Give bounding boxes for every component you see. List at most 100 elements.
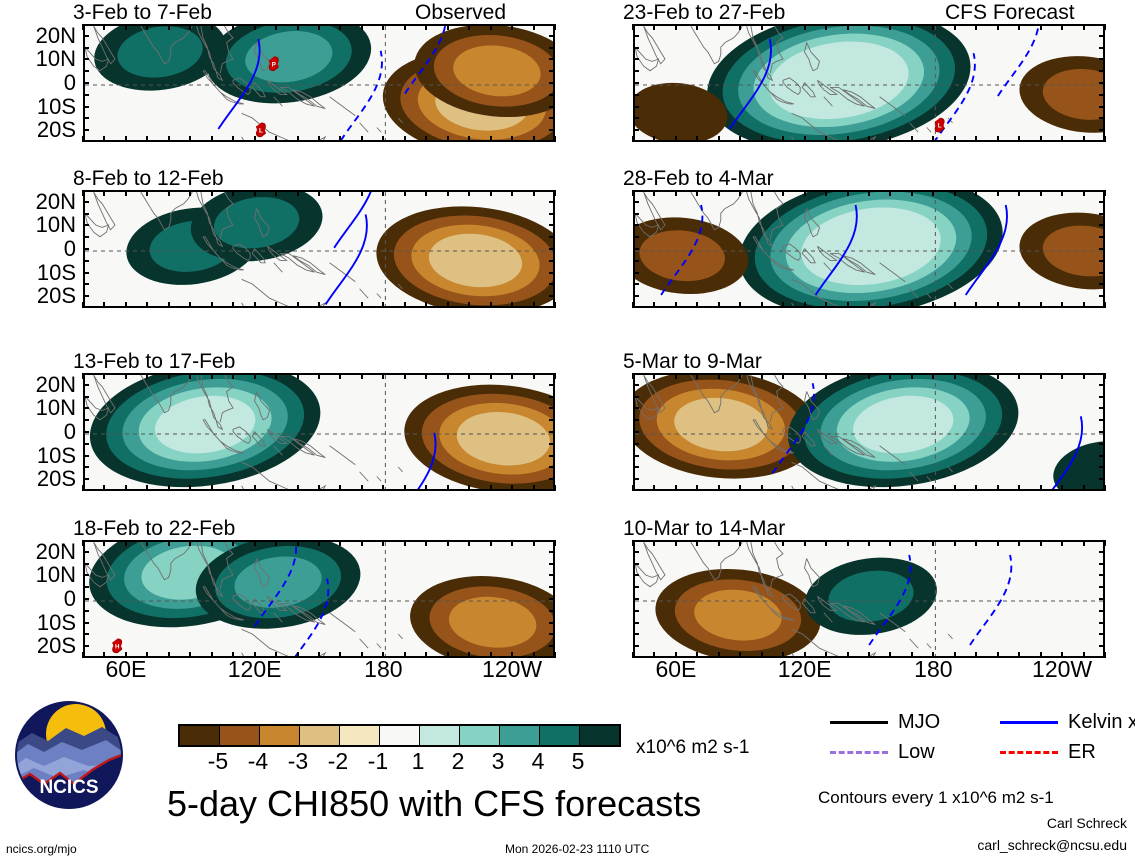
colorbar-tick-1: 1 [411, 748, 425, 774]
wave-contour-kelvin-x2 [404, 26, 446, 95]
coastlines [635, 542, 953, 656]
coastlines [85, 192, 403, 306]
author-email: carl_schreck@ncsu.edu [977, 837, 1127, 853]
wave-contour-kelvin-x2 [814, 204, 858, 296]
panel-title-fcst-1: 23-Feb to 27-Feb [623, 1, 786, 24]
y-tick-0-row3: 0 [63, 586, 76, 611]
positive-contour-band [456, 411, 550, 466]
wave-contour-kelvin-x2 [340, 50, 383, 140]
map-fcst-3 [633, 373, 1105, 491]
colorbar-swatch-4 [340, 726, 380, 745]
negative-contour-band [154, 395, 256, 454]
legend-label-low: Low [898, 741, 935, 763]
panel-title-obs-3: 13-Feb to 17-Feb [73, 350, 236, 373]
x-tick-120E-col0: 120E [227, 656, 282, 682]
map-obs-2 [83, 190, 555, 308]
x-tick-180-col1: 180 [914, 656, 953, 682]
coastlines [635, 192, 953, 306]
y-tick-10N-row1: 10N [35, 212, 76, 238]
legend-line-kelvin-x2 [1000, 721, 1058, 724]
wave-contour-kelvin-x2 [868, 554, 912, 646]
colorbar-tick--5: -5 [207, 748, 229, 774]
positive-contour-band [428, 233, 523, 288]
column-header-observed: Observed [415, 1, 507, 24]
x-tick-120E-col1: 120E [777, 656, 832, 682]
legend-label-mjo: MJO [898, 711, 941, 733]
colorbar [178, 724, 621, 747]
colorbar-tick-2: 2 [451, 748, 465, 774]
wave-contour-kelvin-x2 [324, 214, 368, 305]
legend-line-mjo [830, 721, 888, 724]
y-tick-20S-row3: 20S [36, 633, 76, 659]
positive-contour-band [1042, 69, 1103, 120]
negative-contour-band [214, 197, 300, 249]
colorbar-tick--4: -4 [247, 748, 269, 774]
main-title: 5-day CHI850 with CFS forecasts [167, 783, 702, 824]
coastlines [635, 375, 953, 489]
y-tick-20N-row2: 20N [35, 371, 76, 397]
wave-contour-kelvin-x2 [964, 204, 1008, 296]
storm-symbol: L [934, 117, 945, 133]
colorbar-unit: x10^6 m2 s-1 [636, 737, 750, 758]
x-tick-120W-col1: 120W [1032, 656, 1093, 682]
y-tick-0-row1: 0 [63, 236, 76, 261]
wave-contour-kelvin-x2 [660, 204, 704, 296]
y-tick-10N-row0: 10N [35, 46, 76, 72]
timestamp: Mon 2026-02-23 1110 UTC [505, 842, 650, 856]
colorbar-swatch-8 [500, 726, 540, 745]
wave-contour-kelvin-x2 [1051, 416, 1084, 489]
colorbar-swatch-5 [380, 726, 420, 745]
colorbar-tick--2: -2 [327, 748, 349, 774]
negative-contour-band [245, 31, 333, 83]
y-tick-20S-row0: 20S [36, 117, 76, 143]
y-tick-20S-row2: 20S [36, 466, 76, 492]
legend-line-low [830, 751, 888, 754]
map-obs-4: H [83, 540, 555, 658]
y-tick-0-row0: 0 [63, 70, 76, 95]
y-tick-10S-row0: 10S [36, 93, 76, 119]
coastlines [85, 542, 403, 656]
logo-label: NCICS [39, 777, 98, 798]
positive-contour-band [448, 596, 537, 648]
y-tick-20S-row1: 20S [36, 283, 76, 309]
y-tick-20N-row1: 20N [35, 188, 76, 214]
negative-contour-band [828, 570, 914, 622]
legend-label-kelvin-x2: Kelvin x2 [1068, 711, 1135, 733]
svg-text:H: H [115, 643, 120, 650]
contour-interval-note: Contours every 1 x10^6 m2 s-1 [818, 788, 1054, 807]
y-tick-10S-row1: 10S [36, 259, 76, 285]
panel-title-fcst-2: 28-Feb to 4-Mar [623, 167, 774, 190]
ncics-logo: NCICS [14, 700, 124, 810]
panel-title-fcst-3: 5-Mar to 9-Mar [623, 350, 762, 373]
column-header-forecast: CFS Forecast [945, 1, 1075, 24]
y-tick-20N-row3: 20N [35, 538, 76, 564]
map-fcst-4 [633, 540, 1105, 658]
svg-text:P: P [272, 61, 276, 68]
wave-contour-kelvin-x2 [934, 52, 976, 140]
colorbar-tick-4: 4 [531, 748, 545, 774]
y-tick-10S-row2: 10S [36, 442, 76, 468]
panel-title-obs-1: 3-Feb to 7-Feb [73, 1, 212, 24]
storm-symbol: H [112, 638, 123, 654]
x-tick-60E-col1: 60E [655, 656, 697, 682]
y-tick-10N-row2: 10N [35, 395, 76, 421]
svg-text:L: L [259, 127, 263, 134]
legend-label-er: ER [1068, 741, 1096, 763]
author-name: Carl Schreck [1046, 815, 1127, 831]
colorbar-swatch-2 [260, 726, 300, 745]
colorbar-tick-3: 3 [491, 748, 505, 774]
map-fcst-2 [633, 190, 1105, 308]
coastlines [635, 26, 953, 140]
wave-contour-kelvin-x2 [294, 578, 330, 656]
x-tick-180-col0: 180 [364, 656, 403, 682]
positive-contour-band [635, 82, 728, 140]
colorbar-tick--1: -1 [367, 748, 389, 774]
wave-contour-kelvin-x2 [728, 38, 772, 130]
map-fcst-1: L [633, 24, 1105, 142]
x-tick-120W-col0: 120W [482, 656, 543, 682]
wave-contour-kelvin-x2 [417, 432, 437, 489]
wave-contour-kelvin-x2 [333, 192, 372, 249]
wave-contour-kelvin-x2 [217, 38, 261, 130]
colorbar-tick-5: 5 [571, 748, 585, 774]
